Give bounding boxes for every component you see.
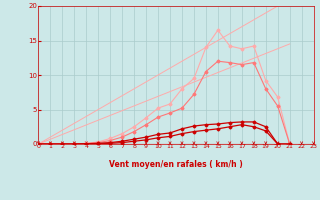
X-axis label: Vent moyen/en rafales ( km/h ): Vent moyen/en rafales ( km/h ) [109, 160, 243, 169]
